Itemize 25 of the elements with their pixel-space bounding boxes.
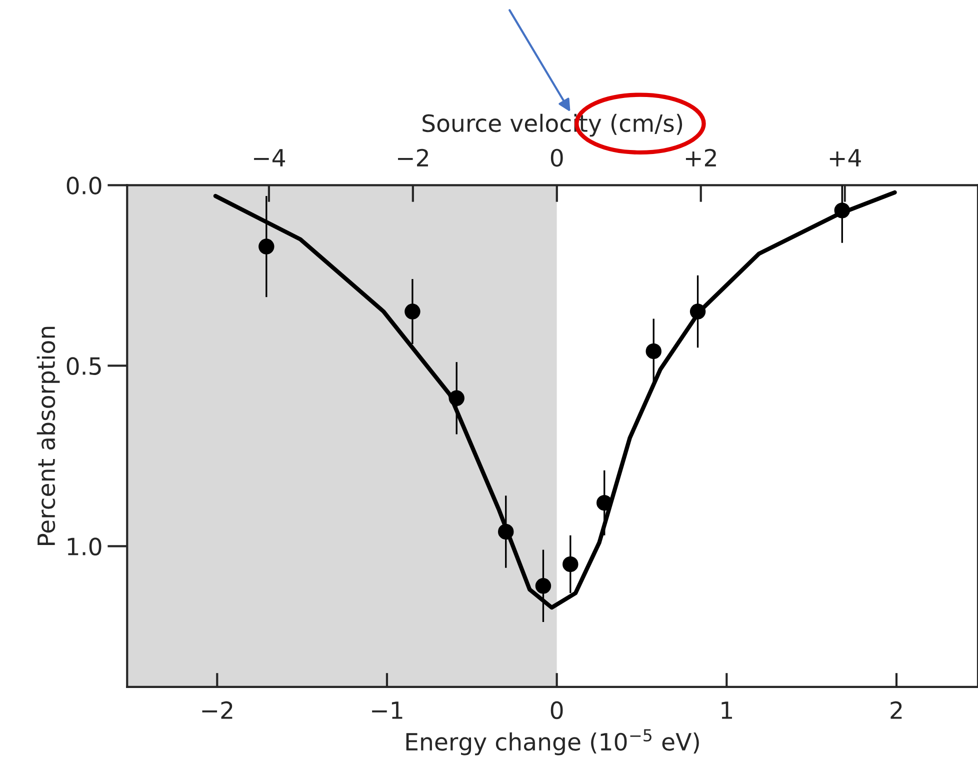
- point: [690, 304, 706, 320]
- y-tick-label: 0.0: [66, 176, 102, 194]
- y-tick-label: 1.0: [68, 538, 102, 556]
- point: [258, 238, 274, 254]
- point: [596, 494, 612, 511]
- x-axis-title: Energy change (10$^{−5}$ eV): [406, 729, 699, 756]
- x2-tick-label: −2: [398, 148, 428, 166]
- x-tick-label: −2: [202, 701, 232, 719]
- x2-tick-label: +4: [830, 149, 861, 166]
- point: [562, 556, 578, 572]
- point: [448, 390, 464, 406]
- point: [535, 578, 552, 594]
- y-tick-label: 0.5: [66, 357, 101, 375]
- point: [834, 202, 850, 218]
- y-axis-title: Percent absorption: [36, 326, 60, 545]
- x2-tick-label: 0: [550, 148, 563, 167]
- point: [646, 343, 662, 360]
- point: [498, 524, 514, 540]
- x-tick-label: 1: [722, 702, 732, 719]
- x2-tick-label: +2: [686, 148, 716, 166]
- point: [404, 304, 420, 320]
- x-tick-label: −1: [372, 702, 402, 719]
- x2-tick-label: −4: [254, 149, 286, 166]
- x-tick-label: 2: [890, 701, 902, 719]
- x-tick-label: 0: [550, 701, 563, 720]
